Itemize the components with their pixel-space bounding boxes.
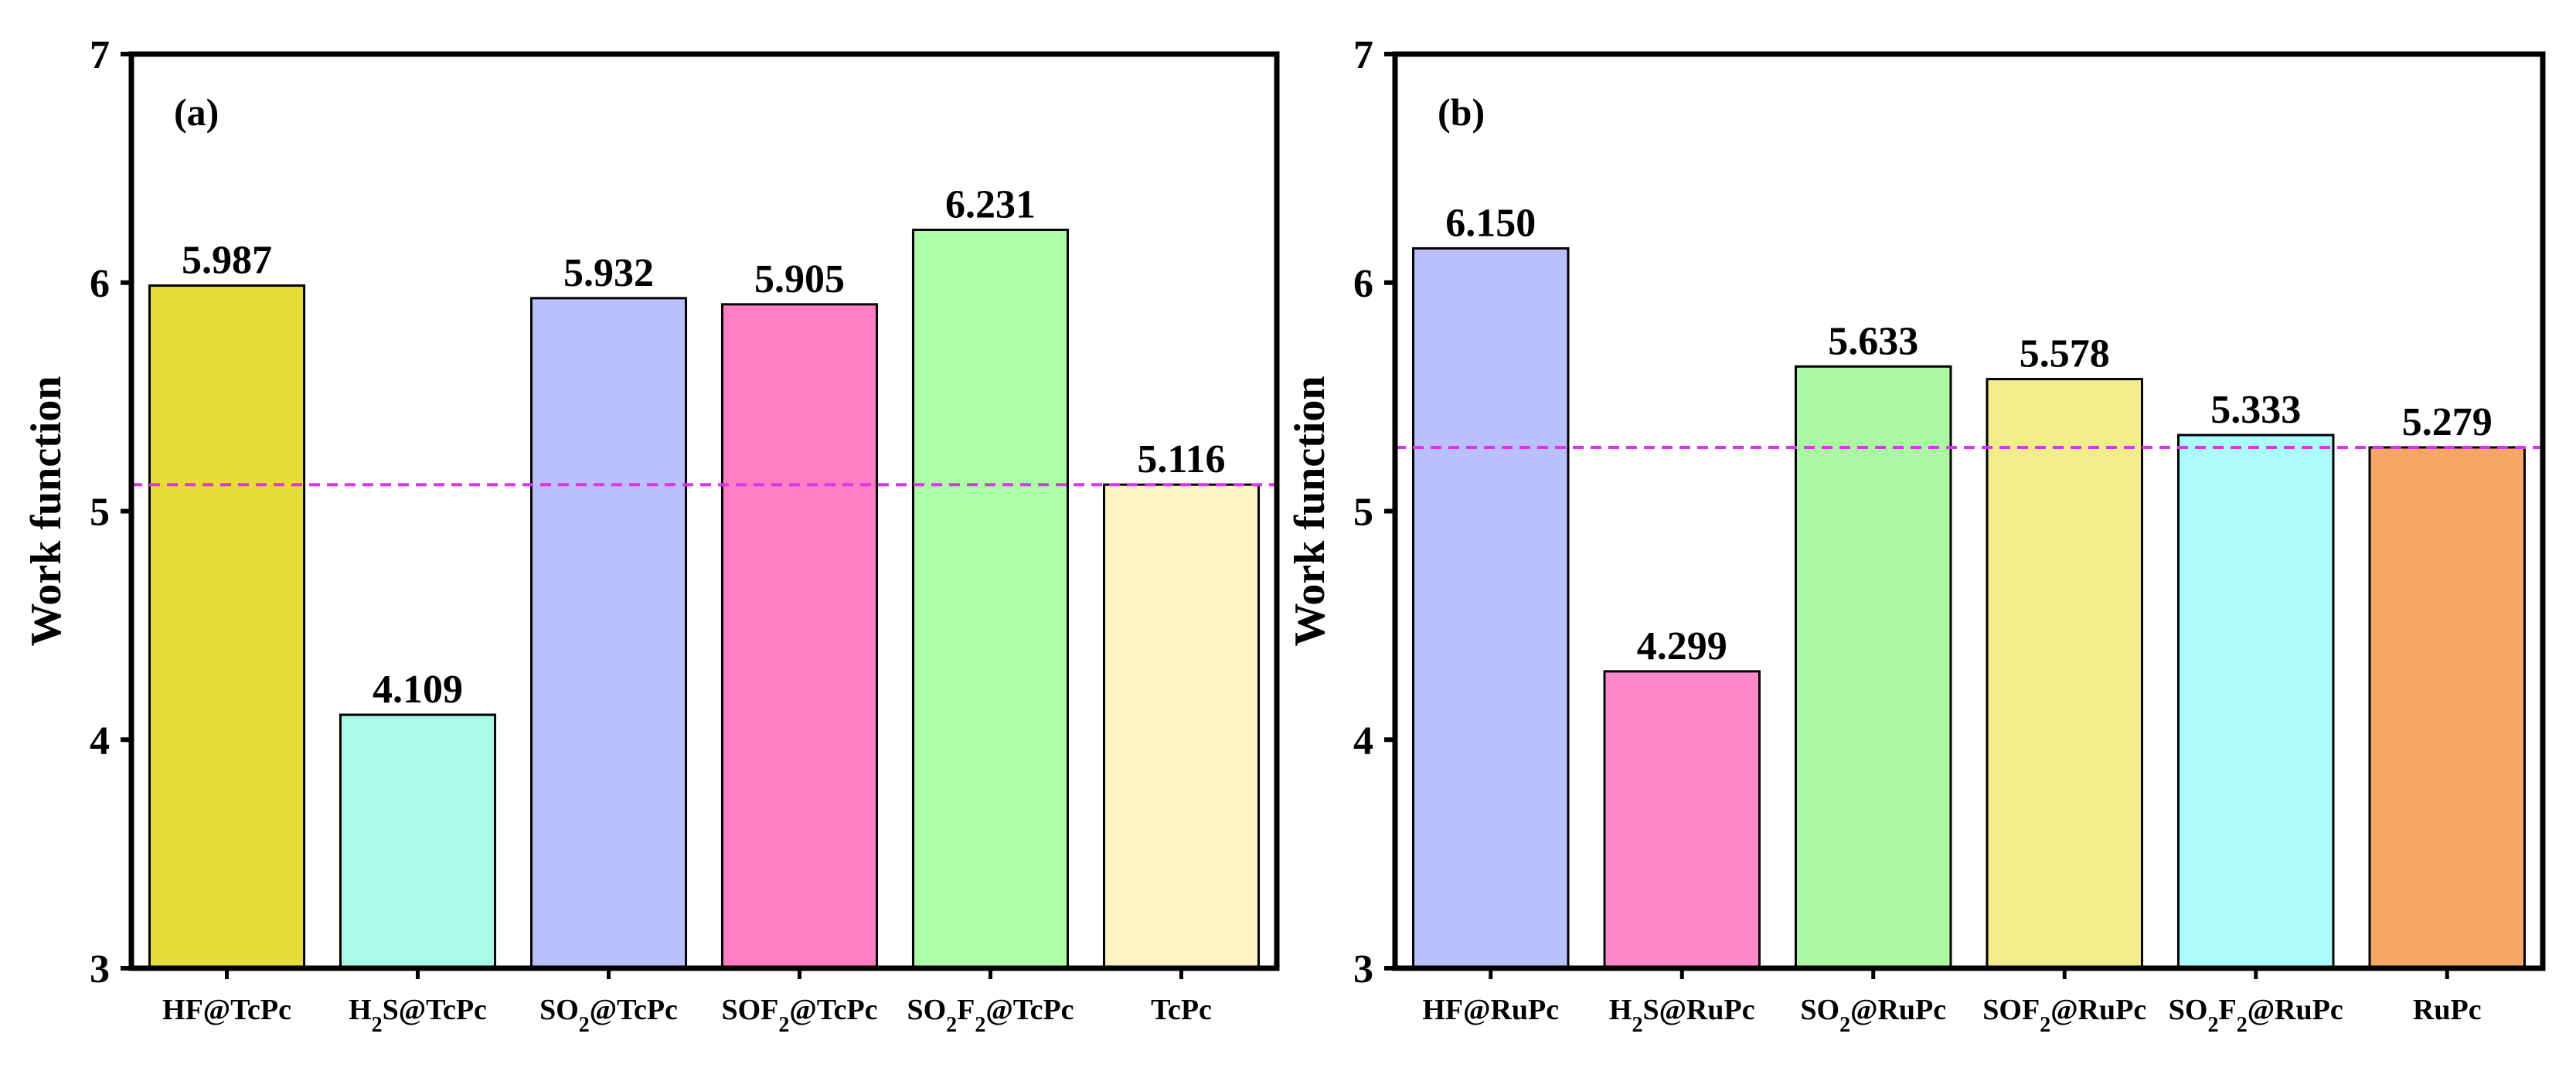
bar-RuPc <box>2368 446 2526 970</box>
bar-HF@RuPc <box>1412 246 1570 970</box>
label-part: TcPc <box>1151 994 1212 1026</box>
x-category-label: SOF2@TcPc <box>721 994 877 1037</box>
label-part: SO <box>1800 994 1839 1026</box>
value-label: 5.116 <box>1137 437 1225 481</box>
label-part: F <box>957 994 975 1026</box>
label-part: @TcPc <box>590 994 678 1026</box>
subscript: 2 <box>2040 1013 2050 1037</box>
label-part: @RuPc <box>1850 994 1946 1026</box>
x-category-label: SOF2@RuPc <box>1982 994 2146 1037</box>
bar-SOF2@TcPc <box>720 303 879 970</box>
subscript: 2 <box>778 1013 789 1037</box>
label-part: @RuPc <box>2050 994 2146 1026</box>
label-part: F <box>2218 994 2236 1026</box>
y-tick-label: 5 <box>1353 491 1373 535</box>
label-part: RuPc <box>2413 994 2482 1026</box>
y-tick-label: 3 <box>90 947 110 991</box>
value-label: 6.231 <box>945 182 1036 226</box>
value-label: 5.987 <box>182 239 272 283</box>
subscript: 2 <box>975 1013 985 1037</box>
panel-label: (b) <box>1438 90 1485 134</box>
subscript: 2 <box>2237 1013 2248 1037</box>
y-tick-label: 3 <box>1353 947 1373 991</box>
value-label: 4.299 <box>1637 624 1727 668</box>
y-axis-title: Work function <box>1286 376 1334 646</box>
bar-H2S@RuPc <box>1603 670 1761 970</box>
bar-SO2F2@RuPc <box>2177 434 2335 970</box>
x-category-label: SO2F2@TcPc <box>907 994 1074 1037</box>
value-label: 4.109 <box>373 668 463 712</box>
label-part: SOF <box>721 994 778 1026</box>
value-label: 5.633 <box>1828 319 1918 363</box>
x-category-label: SO2@TcPc <box>539 994 678 1037</box>
label-part: S@RuPc <box>1642 994 1754 1026</box>
label-part: SO <box>907 994 946 1026</box>
bar-HF@TcPc <box>148 284 306 970</box>
value-label: 5.578 <box>2020 332 2110 376</box>
x-category-label: HF@RuPc <box>1422 994 1559 1026</box>
subscript: 2 <box>2207 1013 2218 1037</box>
y-tick-label: 6 <box>1353 262 1373 306</box>
x-category-label: HF@TcPc <box>162 994 291 1026</box>
y-tick-label: 4 <box>90 719 110 763</box>
x-category-label: H2S@RuPc <box>1609 994 1755 1037</box>
subscript: 2 <box>946 1013 957 1037</box>
y-tick-label: 6 <box>90 262 110 306</box>
bar-SO2@RuPc <box>1795 365 1952 970</box>
label-part: SOF <box>1982 994 2040 1026</box>
label-part: H <box>1609 994 1632 1026</box>
value-label: 5.279 <box>2402 400 2493 444</box>
y-tick-label: 7 <box>1353 33 1373 77</box>
label-part: SO <box>2169 994 2208 1026</box>
value-label: 5.333 <box>2210 388 2301 432</box>
subscript: 2 <box>579 1013 590 1037</box>
label-part: @TcPc <box>789 994 877 1026</box>
x-category-label: SO2F2@RuPc <box>2169 994 2343 1037</box>
label-part: HF@TcPc <box>162 994 291 1026</box>
x-category-label: H2S@TcPc <box>349 994 487 1037</box>
bar-SO2F2@TcPc <box>911 228 1070 970</box>
bar-H2S@TcPc <box>339 713 497 970</box>
label-part: S@TcPc <box>383 994 487 1026</box>
value-label: 6.150 <box>1445 201 1536 245</box>
x-category-label: RuPc <box>2413 994 2482 1026</box>
label-part: HF@RuPc <box>1422 994 1559 1026</box>
subscript: 2 <box>1839 1013 1850 1037</box>
y-tick-label: 4 <box>1353 719 1373 763</box>
bar-TcPc <box>1102 483 1261 970</box>
label-part: SO <box>539 994 579 1026</box>
label-part: H <box>349 994 372 1026</box>
value-label: 5.905 <box>754 257 845 301</box>
panel-label: (a) <box>174 90 219 134</box>
bar-SO2@TcPc <box>529 297 688 970</box>
label-part: @TcPc <box>985 994 1074 1026</box>
subscript: 2 <box>372 1013 383 1037</box>
value-label: 5.932 <box>563 251 654 295</box>
x-category-label: SO2@RuPc <box>1800 994 1946 1037</box>
bar-SOF2@RuPc <box>1986 378 2143 970</box>
y-axis-title: Work function <box>22 376 70 646</box>
y-tick-label: 7 <box>90 33 110 77</box>
label-part: @RuPc <box>2248 994 2343 1026</box>
x-category-label: TcPc <box>1151 994 1212 1026</box>
y-tick-label: 5 <box>90 491 110 535</box>
subscript: 2 <box>1632 1013 1642 1037</box>
